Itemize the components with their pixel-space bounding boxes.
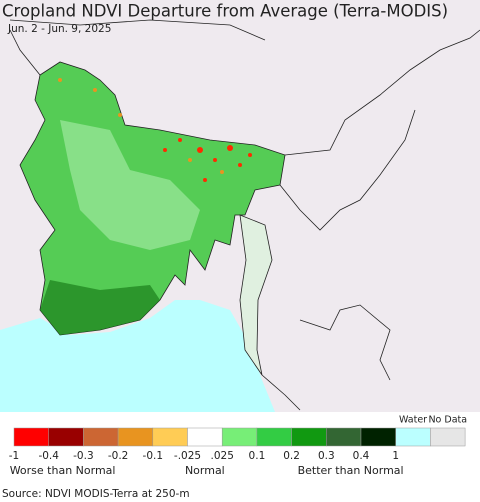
- legend-tick-label: 0.3: [318, 450, 335, 462]
- legend-group-label: Worse than Normal: [10, 464, 116, 477]
- legend-tick-label: -0.2: [108, 450, 129, 462]
- source: Source: NDVI MODIS-Terra at 250-m: [2, 488, 190, 500]
- legend-swatch: [360, 427, 396, 447]
- legend-group-label: Better than Normal: [298, 464, 404, 477]
- land-patch: [60, 120, 200, 250]
- legend-swatch: [395, 427, 431, 447]
- legend-water-label: Water: [399, 415, 427, 426]
- legend-swatch: [48, 427, 84, 447]
- legend: -1 -0.4 -0.3 -0.2 -0.1 -.025 .025 0.1 0.2 0.3 0.4 1…: [9, 415, 467, 478]
- legend-swatch: [83, 427, 119, 447]
- title: Cropland NDVI Departure from Average (Te…: [2, 2, 448, 21]
- legend-tick-label: -0.4: [38, 450, 59, 462]
- subtitle: Jun. 2 - Jun. 9, 2025: [7, 23, 111, 35]
- legend-swatch: [187, 427, 223, 447]
- legend-swatch: [291, 427, 327, 447]
- chittagong-strip: [239, 214, 273, 376]
- decline-spots: [163, 138, 252, 182]
- legend-nodata-label: No Data: [428, 415, 467, 426]
- legend-tick-label: -0.3: [73, 450, 94, 462]
- legend-tick-label: -0.1: [143, 450, 164, 462]
- legend-tick-label: -1: [9, 450, 19, 462]
- legend-tick-label: 0.4: [353, 450, 370, 462]
- legend-swatch: [430, 427, 466, 447]
- legend-swatch: [13, 427, 49, 447]
- sea: [0, 300, 275, 412]
- legend-tick-label: .025: [211, 450, 234, 462]
- legend-tick-label: 0.1: [249, 450, 266, 462]
- legend-swatch: [326, 427, 362, 447]
- legend-group-label: Normal: [185, 464, 225, 477]
- decline-spots: [58, 78, 224, 174]
- legend-swatch: [221, 427, 258, 447]
- land-patch: [40, 280, 160, 335]
- legend-tick-label: -.025: [174, 450, 201, 462]
- legend-tick-label: 1: [392, 450, 399, 462]
- legend-swatch: [117, 427, 154, 447]
- legend-swatch: [256, 427, 292, 447]
- legend-tick-label: 0.2: [283, 450, 300, 462]
- borders: [9, 19, 480, 411]
- legend-swatch: [152, 427, 188, 447]
